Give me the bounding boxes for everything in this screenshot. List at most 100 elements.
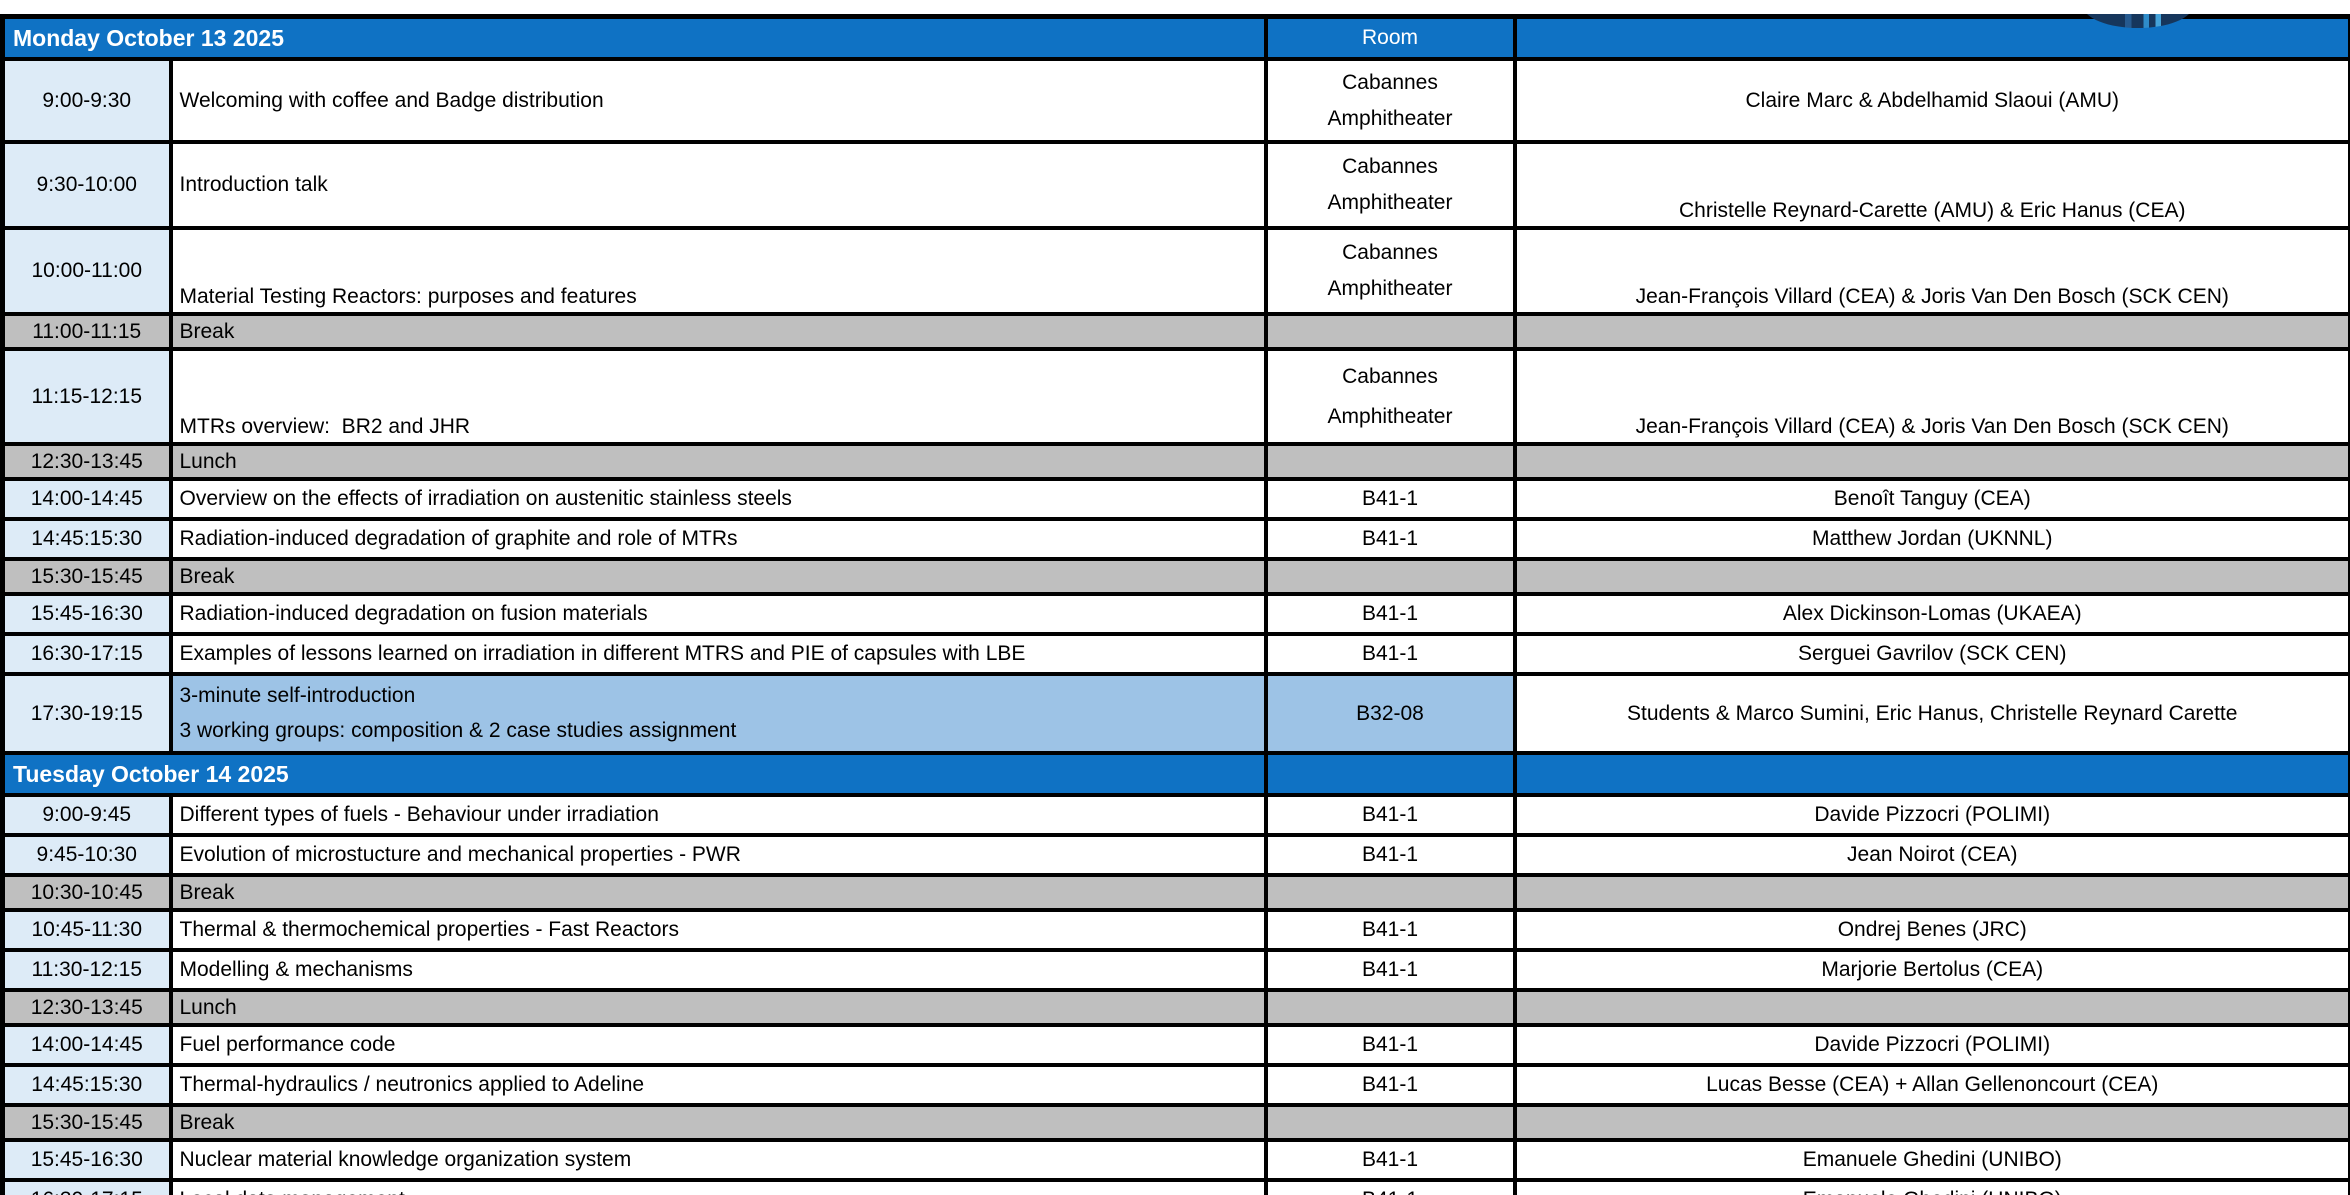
speakers-column-header <box>1512 14 2350 61</box>
session-title-cell: Introduction talk <box>168 140 1268 230</box>
session-speakers-cell: Jean-François Villard (CEA) & Joris Van … <box>1512 347 2350 446</box>
break-room-cell <box>1263 442 1517 481</box>
multi-line-text: Cabannes Amphitheater <box>1270 235 1511 307</box>
break-label-cell: Break <box>168 1103 1268 1142</box>
session-speakers-cell: Jean Noirot (CEA) <box>1512 833 2350 877</box>
text-line: Cabannes <box>1342 70 1438 94</box>
session-row: 16:30-17:15Local data managementB41-1Ema… <box>0 1178 2350 1195</box>
session-title-cell: Examples of lessons learned on irradiati… <box>168 632 1268 676</box>
session-row: 9:00-9:45 Different types of fuels - Beha… <box>0 793 2350 837</box>
session-room-cell: B41-1 <box>1263 1023 1517 1067</box>
session-row: 17:30-19:15 3-minute self-introduction 3 w… <box>0 672 2350 755</box>
break-time-cell: 15:30-15:45 <box>0 1103 173 1142</box>
session-row: 14:00-14:45 Fuel performance code B41-1 Dav… <box>0 1023 2350 1067</box>
text-line: Cabannes <box>1342 364 1438 388</box>
session-time-cell: 16:30-17:15 <box>0 632 173 676</box>
break-label-cell: Break <box>168 312 1268 351</box>
day-header-label: Tuesday October 14 2025 <box>0 751 1268 797</box>
session-row: 15:45-16:30 Radiation-induced degradation… <box>0 592 2350 636</box>
break-row: 12:30-13:45 Lunch <box>0 988 2350 1027</box>
break-row: 15:30-15:45 Break <box>0 557 2350 596</box>
logo-ellipse-fragment <box>2083 14 2193 28</box>
break-row: 11:00-11:15 Break <box>0 312 2350 351</box>
speakers-column-header <box>1512 751 2350 797</box>
session-room-cell: B41-1 <box>1263 833 1517 877</box>
multi-line-text: Cabannes Amphitheater <box>1270 357 1511 437</box>
session-row: 14:45:15:30 Thermal-hydraulics / neutroni… <box>0 1063 2350 1107</box>
session-speakers-cell: Matthew Jordan (UKNNL) <box>1512 517 2350 561</box>
session-title-cell: Material Testing Reactors: purposes and … <box>168 226 1268 316</box>
break-time-cell: 12:30-13:45 <box>0 988 173 1027</box>
break-speakers-cell <box>1512 988 2350 1027</box>
room-column-header: Room <box>1263 14 1517 61</box>
session-time-cell: 14:00-14:45 <box>0 477 173 521</box>
text-line: Amphitheater <box>1327 106 1453 130</box>
break-speakers-cell <box>1512 312 2350 351</box>
schedule-page: Monday October 13 2025 Room 9:00-9:30 Welco… <box>0 14 2350 1195</box>
break-room-cell <box>1263 988 1517 1027</box>
break-speakers-cell <box>1512 873 2350 912</box>
multi-line-text: 3-minute self-introduction 3 working grou… <box>180 679 1260 749</box>
break-row: 12:30-13:45 Lunch <box>0 442 2350 481</box>
session-title-cell: Fuel performance code <box>168 1023 1268 1067</box>
break-label-cell: Break <box>168 873 1268 912</box>
session-room-cell: B41-1 <box>1263 592 1517 636</box>
break-row: 15:30-15:45 Break <box>0 1103 2350 1142</box>
session-speakers-cell: Jean-François Villard (CEA) & Joris Van … <box>1512 226 2350 316</box>
text-line: 3-minute self-introduction <box>179 684 416 707</box>
session-title-cell: Evolution of microstucture and mechanica… <box>168 833 1268 877</box>
session-room-cell: Cabannes Amphitheater <box>1263 57 1517 144</box>
break-time-cell: 12:30-13:45 <box>0 442 173 481</box>
text-line: Amphitheater <box>1327 404 1453 428</box>
session-title-cell: Local data management <box>168 1178 1268 1195</box>
session-room-cell: B41-1 <box>1263 948 1517 992</box>
session-row: 9:30-10:00 Introduction talk Cabannes Amphi… <box>0 140 2350 230</box>
break-room-cell <box>1263 873 1517 912</box>
session-room-cell: Cabannes Amphitheater <box>1263 226 1517 316</box>
session-speakers-cell: Emanuele Ghedini (UNIBO) <box>1512 1178 2350 1195</box>
session-room-cell: B41-1 <box>1263 1178 1517 1195</box>
session-time-cell: 10:00-11:00 <box>0 226 173 316</box>
session-row: 14:00-14:45 Overview on the effects of ir… <box>0 477 2350 521</box>
session-time-cell: 9:00-9:45 <box>0 793 173 837</box>
session-time-cell: 16:30-17:15 <box>0 1178 173 1195</box>
session-title-cell: MTRs overview: BR2 and JHR <box>168 347 1268 446</box>
text-line: 3 working groups: composition & 2 case s… <box>179 719 737 742</box>
session-speakers-cell: Students & Marco Sumini, Eric Hanus, Chr… <box>1512 672 2350 755</box>
session-speakers-cell: Emanuele Ghedini (UNIBO) <box>1512 1138 2350 1182</box>
session-time-cell: 17:30-19:15 <box>0 672 173 755</box>
session-time-cell: 11:15-12:15 <box>0 347 173 446</box>
session-room-cell: B41-1 <box>1263 517 1517 561</box>
session-row: 15:45-16:30 Nuclear material knowledge or… <box>0 1138 2350 1182</box>
break-label-cell: Break <box>168 557 1268 596</box>
session-speakers-cell: Davide Pizzocri (POLIMI) <box>1512 1023 2350 1067</box>
day-header-row: Tuesday October 14 2025 <box>0 751 2350 797</box>
session-speakers-cell: Ondrej Benes (JRC) <box>1512 908 2350 952</box>
text-line: Amphitheater <box>1327 191 1453 214</box>
break-time-cell: 11:00-11:15 <box>0 312 173 351</box>
session-title-cell: Radiation-induced degradation on fusion … <box>168 592 1268 636</box>
session-row: 11:15-12:15 MTRs overview: BR2 and JHR Cab… <box>0 347 2350 446</box>
schedule-table: Monday October 13 2025 Room 9:00-9:30 Welco… <box>0 14 2350 1195</box>
session-speakers-cell: Serguei Gavrilov (SCK CEN) <box>1512 632 2350 676</box>
session-time-cell: 10:45-11:30 <box>0 908 173 952</box>
session-time-cell: 9:45-10:30 <box>0 833 173 877</box>
session-time-cell: 14:00-14:45 <box>0 1023 173 1067</box>
break-label-cell: Lunch <box>168 442 1268 481</box>
session-title-cell: Radiation-induced degradation of graphit… <box>168 517 1268 561</box>
session-title-cell: 3-minute self-introduction 3 working grou… <box>168 672 1268 755</box>
session-time-cell: 14:45:15:30 <box>0 1063 173 1107</box>
day-header-row: Monday October 13 2025 Room <box>0 14 2350 61</box>
text-line: Cabannes <box>1342 155 1438 178</box>
partial-logo <box>2083 14 2193 29</box>
text-line: Cabannes <box>1342 241 1438 264</box>
schedule-table-body: Monday October 13 2025 Room 9:00-9:30 Welco… <box>0 14 2350 1195</box>
break-time-cell: 10:30-10:45 <box>0 873 173 912</box>
break-speakers-cell <box>1512 1103 2350 1142</box>
session-room-cell: B41-1 <box>1263 1138 1517 1182</box>
session-time-cell: 15:45-16:30 <box>0 592 173 636</box>
session-time-cell: 9:30-10:00 <box>0 140 173 230</box>
break-room-cell <box>1263 1103 1517 1142</box>
session-row: 14:45:15:30 Radiation-induced degradation… <box>0 517 2350 561</box>
session-row: 10:45-11:30 Thermal & thermochemical prop… <box>0 908 2350 952</box>
